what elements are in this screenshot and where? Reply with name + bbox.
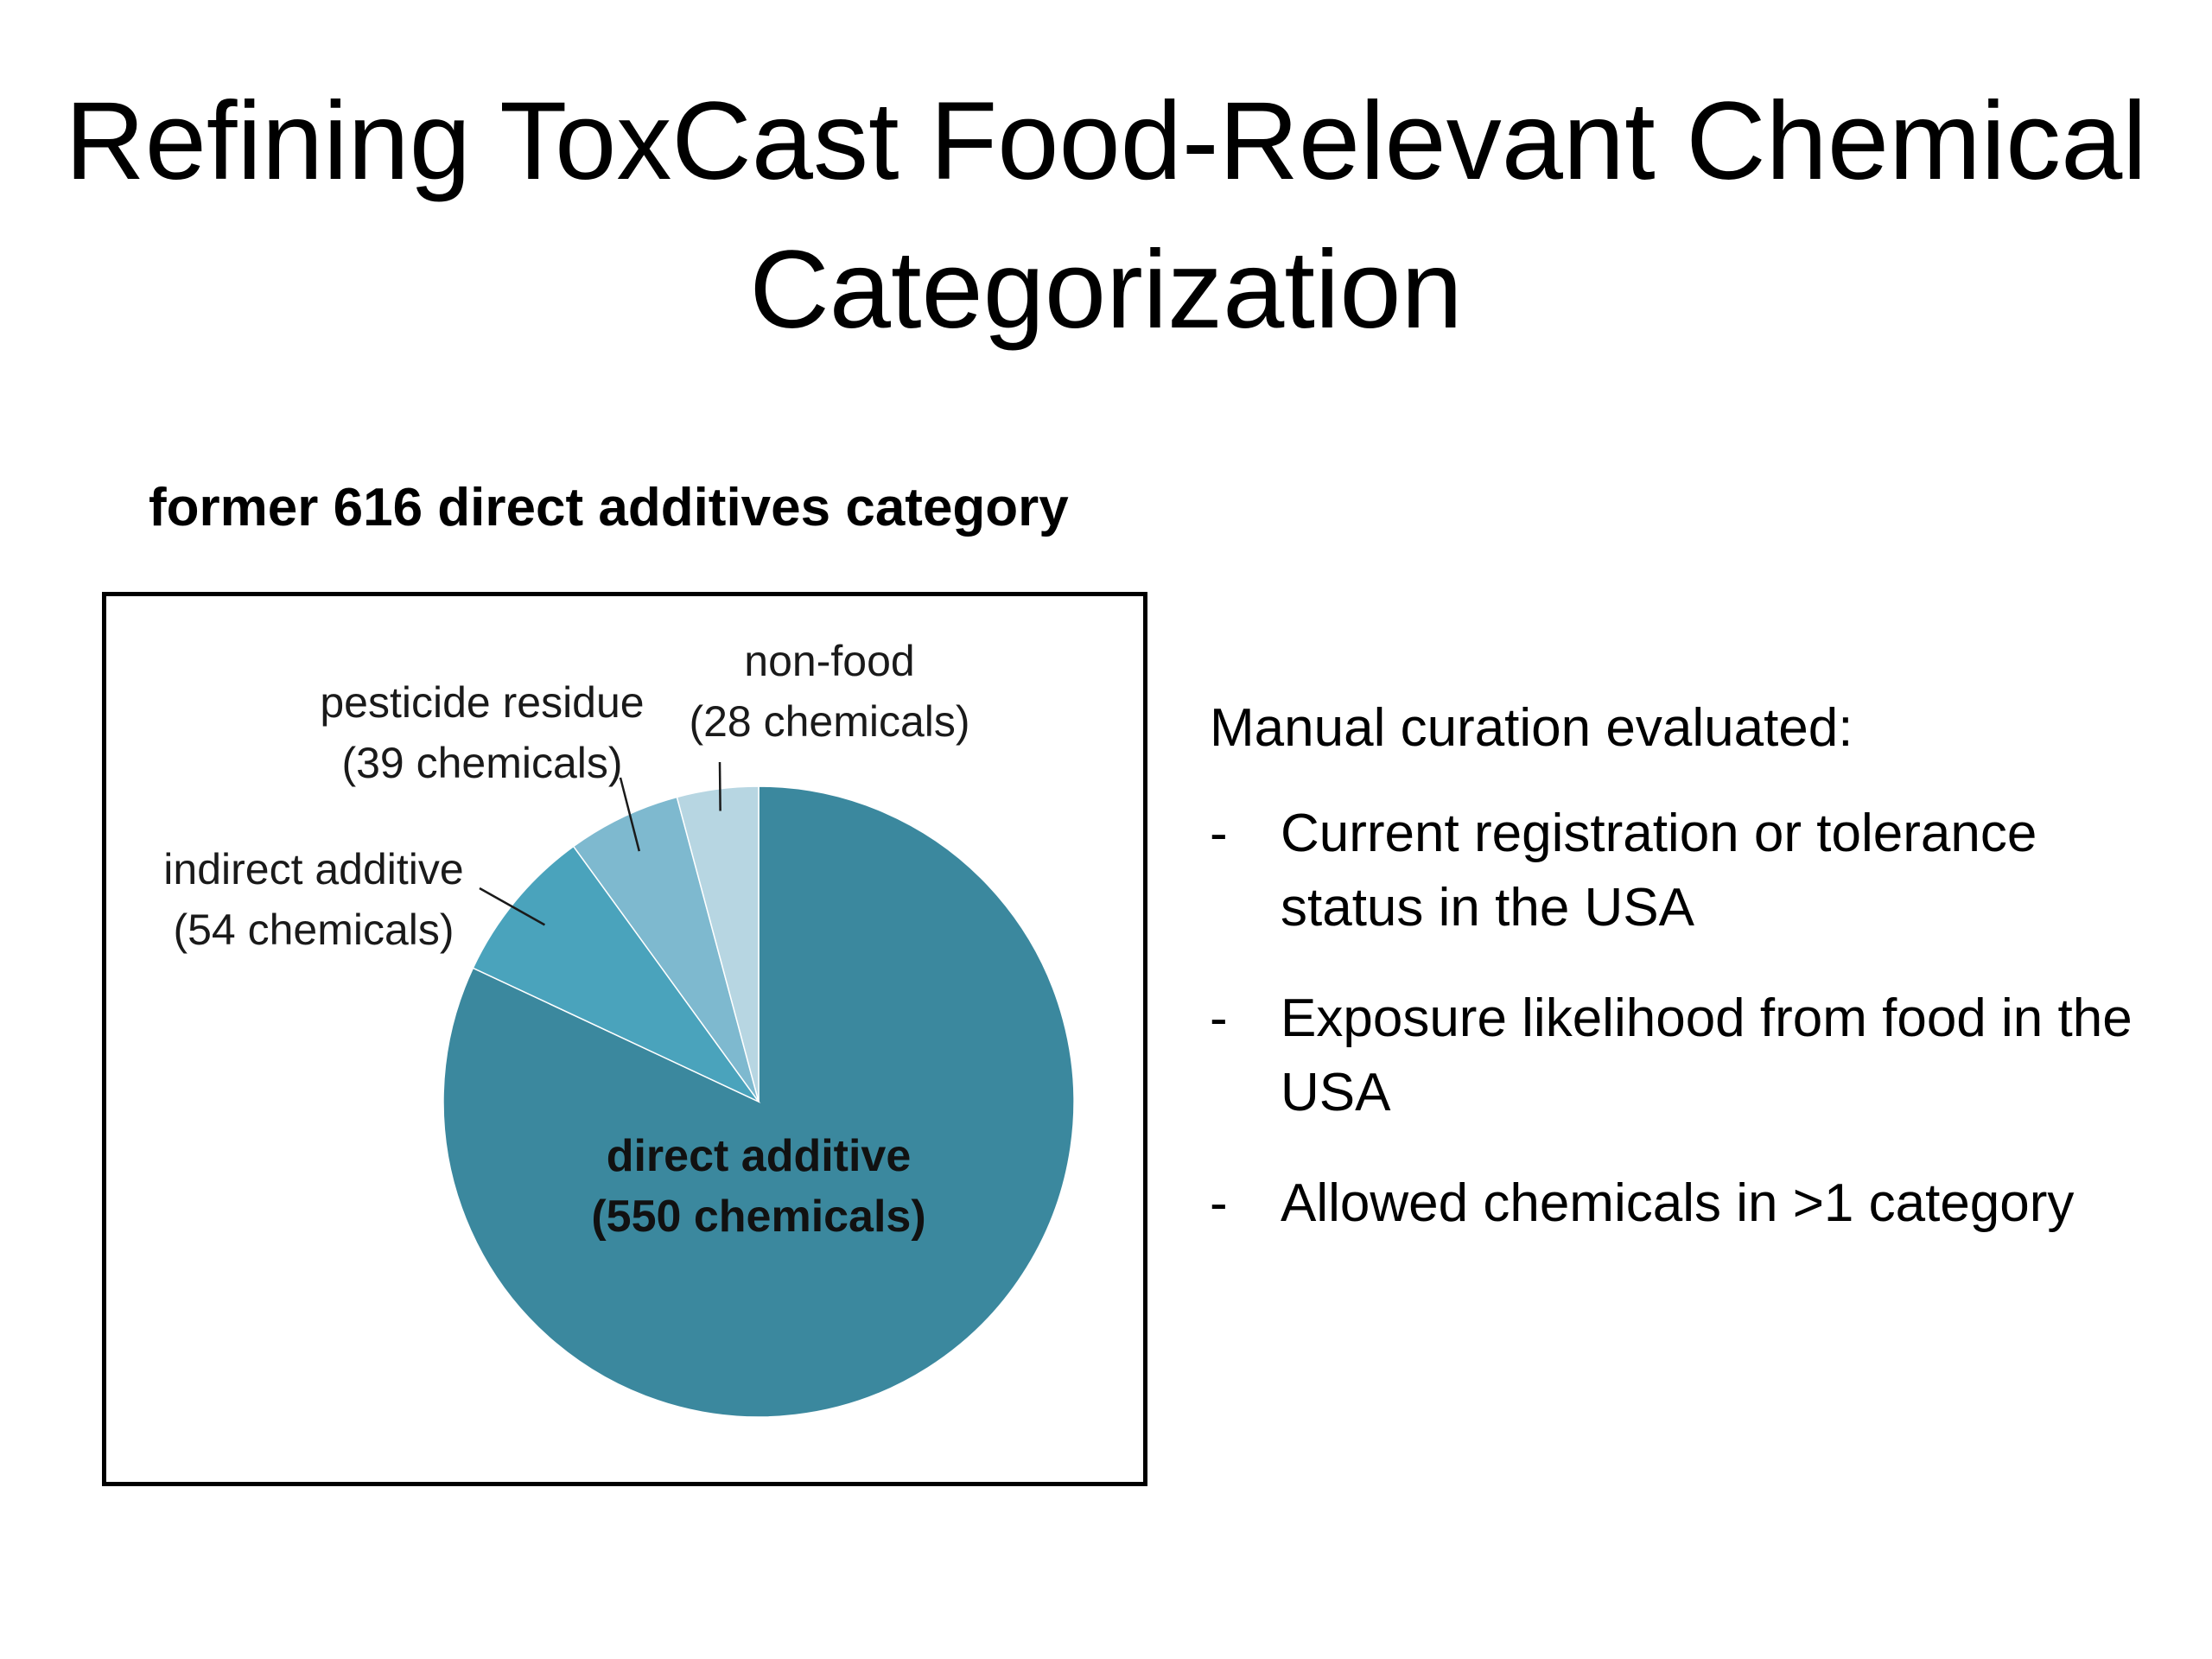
curation-list: - Current registration or tolerance stat… [1210,797,2186,1241]
curation-item-text: Current registration or tolerance status… [1281,804,2037,938]
curation-heading: Manual curation evaluated: [1210,698,1853,758]
slide-title-line-2: Categorization [749,228,1463,352]
curation-item-exposure: - Exposure likelihood from food in the U… [1210,982,2186,1130]
pie-slice-indirect-additive [472,845,761,1103]
pie-slice-direct-additive [442,785,1075,1418]
bullet-dash: - [1210,1173,1228,1233]
pie-slice-pesticide-residue [572,796,760,1103]
pie-leader-lines [479,761,721,926]
curation-item-registration: - Current registration or tolerance stat… [1210,797,2186,945]
pie-chart: direct additive (550 chemicals) indirect a… [163,637,1075,1418]
leader-line-pesticide-residue [619,777,641,852]
leader-line-non-food [718,761,721,811]
slice-label-indirect-additive: indirect additive [163,845,463,893]
curation-item-multi-category: - Allowed chemicals in >1 category [1210,1166,2186,1241]
bullet-dash: - [1210,988,1228,1048]
pie-slices [442,785,1075,1418]
slide-title: Refining ToxCast Food-Relevant Chemical … [0,67,2212,365]
curation-item-text: Exposure likelihood from food in the USA [1281,988,2133,1122]
pie-slice-non-food [676,785,760,1103]
chart-frame: direct additive (550 chemicals) indirect a… [102,592,1147,1486]
curation-panel: Manual curation evaluated: - Current reg… [1210,691,2186,1277]
slice-count-direct-additive: (550 chemicals) [591,1192,925,1242]
slide-title-line-1: Refining ToxCast Food-Relevant Chemical [65,79,2147,203]
slice-count-pesticide-residue: (39 chemicals) [341,739,622,787]
slice-label-pesticide-residue: pesticide residue [320,678,644,727]
slice-count-non-food: (28 chemicals) [689,697,969,746]
slice-label-direct-additive: direct additive [607,1131,912,1181]
slice-count-indirect-additive: (54 chemicals) [173,906,454,954]
bullet-dash: - [1210,804,1228,863]
chart-title: former 616 direct additives category [149,478,1069,537]
slice-label-non-food: non-food [744,637,914,685]
leader-line-indirect-additive [479,887,546,926]
pie-labels: direct additive (550 chemicals) indirect a… [163,637,969,1242]
curation-item-text: Allowed chemicals in >1 category [1281,1173,2075,1233]
